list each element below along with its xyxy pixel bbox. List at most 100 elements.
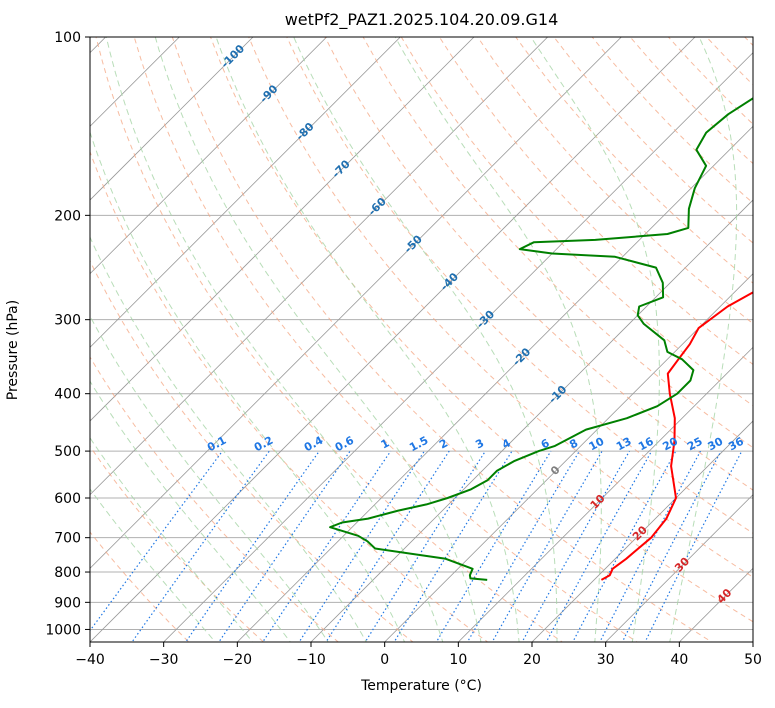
- mixing-ratio-label: 36: [726, 435, 746, 454]
- mixing-ratio-label: 13: [614, 435, 634, 454]
- isotherm-label: 40: [714, 586, 734, 606]
- dry-adiabat: [477, 37, 753, 325]
- isotherm-label: -100: [219, 42, 248, 71]
- moist-adiabat: [90, 436, 254, 642]
- isotherm-line: [236, 125, 753, 642]
- isotherm-line: [90, 37, 107, 54]
- background-lines: [0, 10, 775, 654]
- dry-adiabat: [90, 150, 489, 642]
- dry-adiabat: [286, 37, 753, 534]
- isotherm-line: [90, 37, 254, 201]
- y-tick-label: 600: [54, 491, 81, 507]
- axes: −40 −30 −20 −10 0 10 20 30 40 5010020030040050060…: [45, 30, 762, 668]
- mixing-ratio-line: [599, 450, 702, 642]
- isotherm-line: [163, 52, 753, 642]
- isotherm-line: [0, 10, 59, 654]
- moist-adiabat: [90, 488, 216, 642]
- mixing-ratio-line: [393, 450, 513, 642]
- isotherm-line: [752, 641, 753, 642]
- isotherm-line: [531, 420, 753, 642]
- mixing-ratio-line: [218, 450, 351, 642]
- dry-adiabat: [515, 37, 753, 284]
- y-tick-label: 1000: [45, 622, 81, 638]
- mixing-ratio-line: [644, 450, 743, 642]
- dry-adiabat: [744, 37, 753, 47]
- mixing-ratio-line: [325, 450, 450, 642]
- mixing-ratio-label: 3: [473, 436, 486, 451]
- x-tick-label: 0: [380, 652, 389, 668]
- isotherm-line: [384, 273, 753, 642]
- moist-adiabat: [154, 37, 482, 642]
- isotherm-line: [310, 199, 753, 642]
- isotherm-line: [457, 346, 753, 642]
- y-tick-label: 500: [54, 444, 81, 460]
- mixing-ratio-label: 4: [500, 436, 513, 451]
- isotherm-label: 10: [588, 492, 608, 512]
- mixing-ratio-line: [131, 450, 270, 642]
- dry-adiabat: [756, 10, 775, 654]
- x-tick-label: 10: [449, 652, 467, 668]
- dry-adiabat: [591, 37, 753, 204]
- isotherm-line: [90, 37, 328, 275]
- dry-adiabat: [209, 37, 753, 623]
- dry-adiabat: [133, 37, 638, 642]
- x-tick-label: 20: [523, 652, 541, 668]
- x-tick-label: −30: [149, 652, 179, 668]
- mixing-ratio-label: 10: [587, 435, 607, 454]
- dry-adiabat: [324, 37, 753, 491]
- x-axis-label: Temperature (°C): [361, 678, 482, 694]
- isotherm-line: [90, 37, 401, 348]
- isotherm-label: -90: [257, 82, 280, 105]
- x-tick-label: −40: [75, 652, 105, 668]
- isotherm-label: -10: [546, 383, 569, 406]
- x-tick-label: −20: [223, 652, 253, 668]
- mixing-ratio-line: [466, 450, 580, 642]
- y-tick-label: 100: [54, 30, 81, 46]
- moist-adiabat: [90, 314, 329, 642]
- data-lines: [329, 97, 753, 581]
- moist-adiabat: [215, 37, 520, 642]
- dry-adiabat: [90, 259, 414, 642]
- dry-adiabat: [90, 356, 339, 642]
- mixing-ratio-line: [90, 450, 223, 632]
- x-tick-label: −10: [296, 652, 326, 668]
- y-tick-label: 900: [54, 595, 81, 611]
- isotherm-line: [90, 37, 549, 496]
- dewpoint-line: [329, 97, 753, 581]
- dry-adiabat: [400, 37, 753, 407]
- mixing-ratio-label: 20: [660, 435, 680, 454]
- mixing-ratio-label: 1: [379, 436, 392, 451]
- moist-adiabat: [394, 37, 602, 642]
- moist-adiabat: [293, 37, 558, 642]
- y-tick-label: 300: [54, 313, 81, 329]
- isotherm-label: 0: [548, 463, 563, 478]
- isotherm-label: -20: [510, 345, 533, 368]
- mixing-ratio-label: 16: [636, 435, 656, 454]
- isotherm-label: -70: [330, 157, 353, 180]
- mixing-ratio-line: [262, 450, 392, 642]
- isotherm-line: [90, 37, 696, 642]
- mixing-ratio-label: 25: [685, 435, 705, 454]
- moist-adiabat: [90, 130, 406, 642]
- mixing-ratio-label: 30: [706, 435, 726, 454]
- dry-adiabat: [95, 37, 564, 642]
- mixing-ratio-label: 8: [567, 436, 580, 451]
- dry-adiabat: [629, 37, 753, 165]
- mixing-ratio-line: [298, 450, 425, 642]
- plot-frame: [89, 36, 754, 643]
- y-tick-label: 400: [54, 387, 81, 403]
- mixing-ratio-line: [572, 450, 677, 642]
- dry-adiabat: [90, 445, 265, 642]
- x-tick-label: 30: [597, 652, 615, 668]
- isotherm-label: -80: [293, 120, 316, 143]
- dry-adiabat: [438, 37, 753, 366]
- moist-adiabat: [530, 37, 660, 642]
- y-tick-label: 800: [54, 565, 81, 581]
- isotherm-line: [605, 494, 753, 642]
- dry-adiabat: [171, 37, 713, 642]
- dry-adiabat: [667, 37, 753, 125]
- mixing-ratio-label: 6: [539, 436, 552, 451]
- x-tick-label: 40: [670, 652, 688, 668]
- dry-adiabat: [248, 37, 753, 578]
